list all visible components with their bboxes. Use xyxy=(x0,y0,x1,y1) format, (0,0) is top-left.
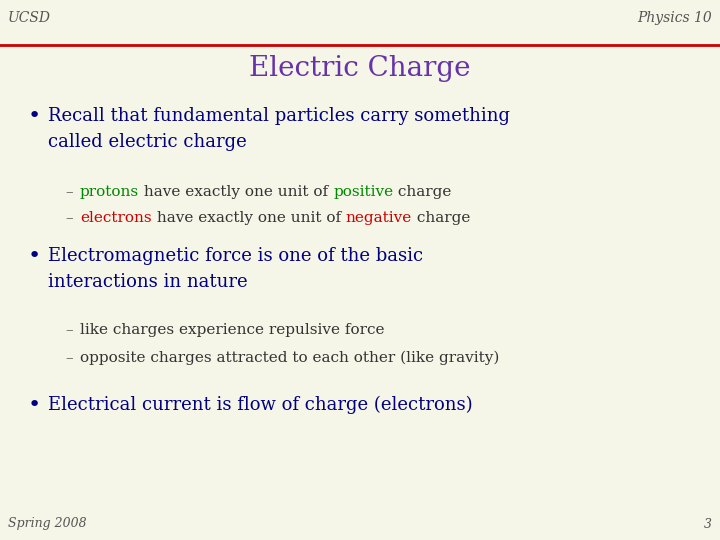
Text: •: • xyxy=(28,106,41,126)
Text: have exactly one unit of: have exactly one unit of xyxy=(152,211,346,225)
Text: Electrical current is flow of charge (electrons): Electrical current is flow of charge (el… xyxy=(48,396,472,414)
Text: Physics 10: Physics 10 xyxy=(637,11,712,25)
Text: negative: negative xyxy=(346,211,412,225)
Text: •: • xyxy=(28,246,41,266)
Text: charge: charge xyxy=(412,211,470,225)
Text: opposite charges attracted to each other (like gravity): opposite charges attracted to each other… xyxy=(80,351,500,365)
Text: called electric charge: called electric charge xyxy=(48,133,247,151)
Text: have exactly one unit of: have exactly one unit of xyxy=(139,185,333,199)
Text: UCSD: UCSD xyxy=(8,11,51,25)
Text: –: – xyxy=(65,323,73,337)
Text: Spring 2008: Spring 2008 xyxy=(8,517,86,530)
Text: like charges experience repulsive force: like charges experience repulsive force xyxy=(80,323,384,337)
Text: –: – xyxy=(65,351,73,365)
Text: charge: charge xyxy=(393,185,451,199)
Text: Recall that fundamental particles carry something: Recall that fundamental particles carry … xyxy=(48,107,510,125)
Text: –: – xyxy=(65,211,73,225)
Text: –: – xyxy=(65,185,73,199)
Text: positive: positive xyxy=(333,185,393,199)
Text: electrons: electrons xyxy=(80,211,152,225)
Text: Electromagnetic force is one of the basic: Electromagnetic force is one of the basi… xyxy=(48,247,423,265)
Text: •: • xyxy=(28,395,41,415)
Text: protons: protons xyxy=(80,185,139,199)
Text: Electric Charge: Electric Charge xyxy=(249,55,471,82)
Text: interactions in nature: interactions in nature xyxy=(48,273,248,291)
Text: 3: 3 xyxy=(704,517,712,530)
